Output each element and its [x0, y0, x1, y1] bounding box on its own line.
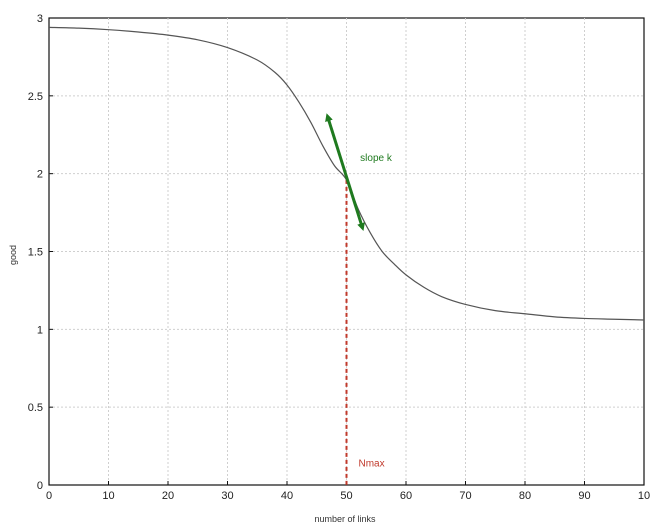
x-tick-label: 50: [340, 490, 352, 502]
x-tick-label: 60: [400, 490, 412, 502]
y-tick-label: 0.5: [28, 402, 43, 414]
y-tick-label: 1.5: [28, 247, 43, 259]
y-tick-label: 0: [37, 480, 43, 492]
x-tick-label: 10: [638, 490, 650, 502]
x-tick-label: 90: [578, 490, 590, 502]
x-tick-label: 10: [102, 490, 114, 502]
y-tick-label: 2: [37, 169, 43, 181]
y-tick-label: 1: [37, 324, 43, 336]
nmax-label: Nmax: [359, 458, 385, 469]
x-tick-label: 80: [519, 490, 531, 502]
x-tick-label: 40: [281, 490, 293, 502]
y-tick-label: 3: [37, 13, 43, 25]
x-axis-title: number of links: [314, 514, 376, 524]
x-tick-label: 20: [162, 490, 174, 502]
x-tick-label: 0: [46, 490, 52, 502]
slope-label: slope k: [360, 153, 393, 164]
y-tick-label: 2.5: [28, 91, 43, 103]
annotation-layer: Nmax slope k: [325, 113, 393, 485]
slope-arrow: [325, 113, 365, 232]
y-axis-title: good: [8, 245, 18, 265]
x-tick-label: 70: [459, 490, 471, 502]
x-tick-label: 30: [221, 490, 233, 502]
